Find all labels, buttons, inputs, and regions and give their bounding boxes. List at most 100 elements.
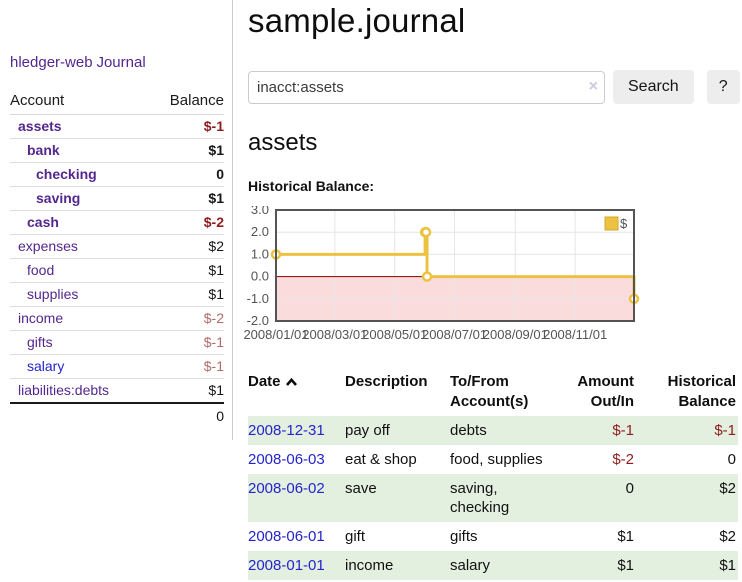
register-col-description: Description bbox=[345, 373, 428, 390]
clear-search-icon[interactable]: × bbox=[588, 77, 598, 95]
transaction-amount: $-2 bbox=[612, 451, 634, 468]
transaction-date-link[interactable]: 2008-06-01 bbox=[248, 528, 325, 545]
transaction-amount: 0 bbox=[562, 474, 646, 522]
account-row: bank $1 bbox=[10, 138, 224, 163]
help-button[interactable]: ? bbox=[706, 70, 740, 104]
main-content: sample.journal × Search ? assets Histori… bbox=[243, 0, 742, 580]
account-link[interactable]: saving bbox=[36, 190, 81, 206]
account-link[interactable]: bank bbox=[27, 142, 60, 158]
account-balance: $-1 bbox=[148, 354, 224, 379]
account-row: cash $-2 bbox=[10, 210, 224, 235]
account-link[interactable]: expenses bbox=[18, 238, 78, 254]
account-balance: $1 bbox=[148, 258, 224, 283]
journal-link[interactable]: Journal bbox=[96, 54, 146, 71]
svg-text:2008/05/01: 2008/05/01 bbox=[362, 327, 427, 342]
transaction-row[interactable]: 2008-12-31 pay off debts $-1 $-1 bbox=[248, 416, 738, 445]
account-link[interactable]: income bbox=[18, 310, 64, 326]
svg-text:2.0: 2.0 bbox=[251, 224, 269, 239]
svg-text:-2.0: -2.0 bbox=[247, 313, 269, 328]
account-link[interactable]: cash bbox=[27, 214, 59, 230]
transaction-accounts: saving, checking bbox=[450, 474, 562, 522]
transaction-accounts: food, supplies bbox=[450, 451, 543, 468]
account-row: liabilities:debts $1 bbox=[10, 378, 224, 403]
search-form: × Search ? bbox=[248, 70, 742, 104]
register-table: Date Description To/From Account(s) Amou… bbox=[248, 370, 738, 580]
transaction-balance: $1 bbox=[646, 551, 738, 580]
svg-text:2008/09/01: 2008/09/01 bbox=[483, 327, 548, 342]
account-balance: $-2 bbox=[148, 306, 224, 331]
accounts-col-balance: Balance bbox=[148, 88, 224, 115]
transaction-description: eat & shop bbox=[345, 451, 417, 468]
register-col-amount: Amount Out/In bbox=[577, 373, 634, 410]
transaction-description: gift bbox=[345, 528, 366, 545]
page-title: sample.journal bbox=[248, 2, 466, 39]
account-row: checking 0 bbox=[10, 162, 224, 187]
svg-text:$: $ bbox=[620, 216, 628, 231]
account-row: gifts $-1 bbox=[10, 330, 224, 355]
register-col-balance: Historical Balance bbox=[667, 373, 736, 410]
account-balance: $-1 bbox=[203, 118, 224, 134]
account-balance: 0 bbox=[148, 162, 224, 187]
transaction-description: save bbox=[345, 474, 450, 522]
transaction-accounts: debts bbox=[450, 416, 562, 445]
svg-text:2008/11/01: 2008/11/01 bbox=[543, 327, 607, 342]
account-link[interactable]: gifts bbox=[27, 334, 53, 350]
transaction-balance: 0 bbox=[727, 451, 736, 468]
account-heading: assets bbox=[248, 129, 318, 156]
account-row: salary $-1 bbox=[10, 354, 224, 379]
account-balance: $2 bbox=[148, 234, 224, 259]
transaction-row[interactable]: 2008-01-01 income salary $1 $1 bbox=[248, 551, 738, 580]
account-row: expenses $2 bbox=[10, 234, 224, 259]
account-link[interactable]: liabilities:debts bbox=[18, 382, 110, 398]
account-row: assets $-1 bbox=[10, 115, 224, 139]
svg-text:2008/07/01: 2008/07/01 bbox=[422, 327, 487, 342]
account-balance: $1 bbox=[148, 138, 224, 163]
svg-text:3.0: 3.0 bbox=[251, 206, 269, 217]
svg-text:2008/01/01: 2008/01/01 bbox=[243, 327, 308, 342]
account-row: food $1 bbox=[10, 258, 224, 283]
account-link[interactable]: checking bbox=[36, 166, 97, 182]
transaction-date-link[interactable]: 2008-12-31 bbox=[248, 422, 325, 439]
transaction-amount: $1 bbox=[617, 528, 634, 545]
transaction-row[interactable]: 2008-06-02 save saving, checking 0 $2 bbox=[248, 474, 738, 522]
svg-text:0.0: 0.0 bbox=[251, 269, 269, 284]
transaction-balance: $2 bbox=[646, 474, 738, 522]
search-input[interactable] bbox=[248, 70, 605, 104]
account-row: saving $1 bbox=[10, 186, 224, 211]
transaction-balance: $-1 bbox=[646, 416, 738, 445]
account-link[interactable]: supplies bbox=[27, 286, 79, 302]
account-balance: $-1 bbox=[148, 330, 224, 355]
account-row: supplies $1 bbox=[10, 282, 224, 307]
accounts-total-row: 0 bbox=[10, 402, 224, 429]
transaction-amount: $-1 bbox=[562, 416, 646, 445]
account-link[interactable]: assets bbox=[18, 118, 62, 134]
app-title-link[interactable]: hledger-web bbox=[10, 54, 93, 71]
account-row: income $-2 bbox=[10, 306, 224, 331]
register-col-date[interactable]: Date bbox=[248, 370, 345, 416]
svg-text:1.0: 1.0 bbox=[251, 246, 269, 261]
transaction-date-link[interactable]: 2008-06-03 bbox=[248, 451, 325, 468]
transaction-date-link[interactable]: 2008-06-02 bbox=[248, 480, 325, 497]
transaction-row[interactable]: 2008-06-01 gift gifts $1 $2 bbox=[248, 522, 738, 551]
account-balance: $1 bbox=[148, 378, 224, 403]
transaction-accounts: gifts bbox=[450, 528, 478, 545]
transaction-accounts: salary bbox=[450, 551, 562, 580]
transaction-description: income bbox=[345, 551, 450, 580]
transaction-row[interactable]: 2008-06-03 eat & shop food, supplies $-2… bbox=[248, 445, 738, 474]
transaction-date-link[interactable]: 2008-01-01 bbox=[248, 557, 325, 574]
sidebar: hledger-web Journal Account Balance asse… bbox=[0, 0, 233, 440]
transaction-balance: $2 bbox=[719, 528, 736, 545]
account-balance: $-2 bbox=[148, 210, 224, 235]
account-link[interactable]: food bbox=[27, 262, 55, 278]
accounts-table: Account Balance assets $-1 bank $1 check… bbox=[10, 88, 224, 429]
transaction-description: pay off bbox=[345, 416, 450, 445]
account-balance: $1 bbox=[148, 186, 224, 211]
accounts-total-value: 0 bbox=[148, 402, 224, 429]
chart-container: $3.0 2.0 1.0 0.0 -1.0 -2.0 2008/01/01 2008/03/0… bbox=[238, 202, 742, 351]
search-button[interactable]: Search bbox=[613, 70, 694, 104]
account-link[interactable]: salary bbox=[27, 358, 65, 374]
accounts-col-account: Account bbox=[10, 88, 149, 115]
historical-balance-chart[interactable]: $3.0 2.0 1.0 0.0 -1.0 -2.02008/01/012008/03/0… bbox=[238, 202, 640, 348]
svg-text:-1.0: -1.0 bbox=[247, 291, 269, 306]
sort-ascending-icon bbox=[285, 377, 297, 386]
